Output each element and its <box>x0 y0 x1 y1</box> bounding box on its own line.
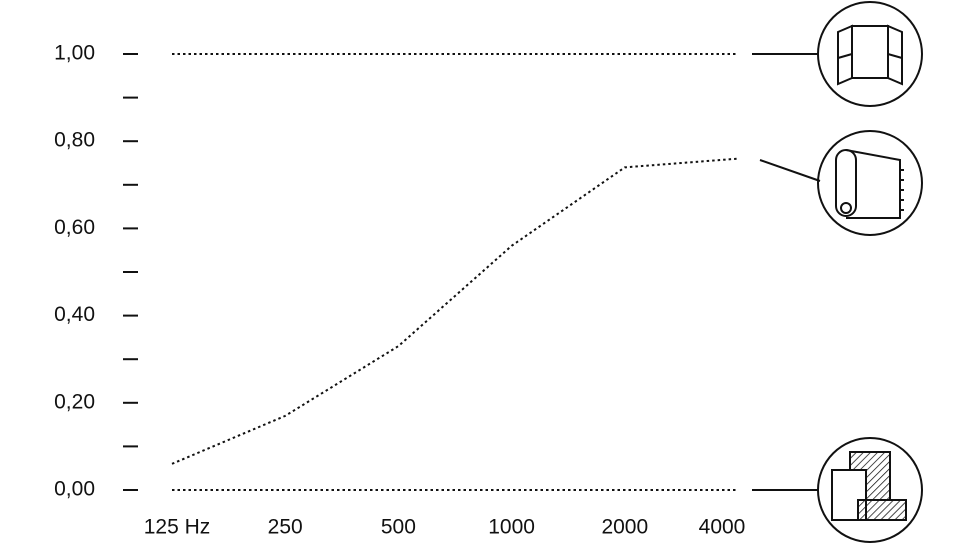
y-tick-label: 0,20 <box>54 390 95 413</box>
connectors <box>752 53 821 491</box>
window-icon <box>817 1 923 107</box>
x-tick-label: 2000 <box>601 516 648 539</box>
x-tick-label: 1000 <box>488 516 535 539</box>
x-tick-label: 125 Hz <box>144 516 211 539</box>
roll-icon <box>817 130 923 236</box>
blocks-icon <box>817 437 923 543</box>
x-tick-label: 250 <box>268 516 303 539</box>
y-tick-label: 0,60 <box>54 216 95 239</box>
x-tick-label: 4000 <box>699 516 746 539</box>
y-tick-label: 1,00 <box>54 42 95 65</box>
y-tick-label: 0,80 <box>54 129 95 152</box>
y-tick-label: 0,00 <box>54 478 95 501</box>
x-tick-label: 500 <box>381 516 416 539</box>
data-line <box>171 157 739 465</box>
y-tick-label: 0,40 <box>54 303 95 326</box>
